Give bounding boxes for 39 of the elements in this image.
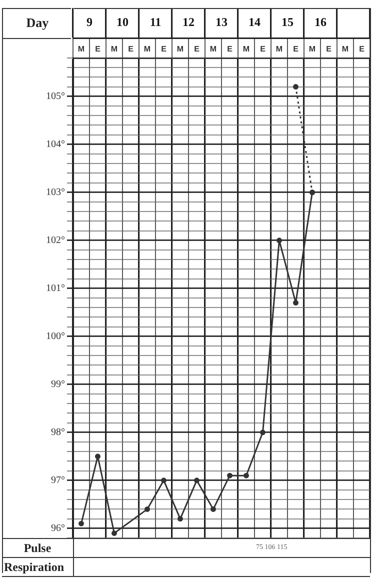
x2-tick-label: 12 [182,14,194,29]
y-tick-label: 97° [51,475,65,486]
x-tick-label: E [95,44,102,54]
x-tick-label: E [227,44,234,54]
x2-tick-label: 13 [216,14,228,29]
y-tick-label: 99° [51,379,65,390]
x2-axis-title: Day [25,15,50,31]
x2-tick-label: 9 [86,14,92,29]
x-tick-label: M [242,44,250,54]
x-tick-label: M [342,44,349,54]
x-tick-label: E [128,44,134,54]
x-tick-label: M [144,44,151,54]
x-tick-label: E [359,44,366,54]
y-tick-label: 103° [46,187,65,198]
x2-tick-label: 16 [314,14,326,29]
x2-tick-label: 14 [248,14,260,29]
x-tick-label: M [276,44,283,54]
x-tick-label: E [260,44,266,54]
x2-tick-label: 10 [116,14,128,29]
text: Respiration [4,560,65,575]
x-tick-label: M [176,44,184,54]
x-tick-label: E [194,44,200,54]
text: Pulse [22,541,52,556]
y-tick-label: 105° [46,91,65,102]
y-tick-label: 102° [46,235,65,246]
y-tick-label: 100° [46,331,65,342]
x2-tick-label: 15 [282,14,294,29]
y-tick-label: 96° [51,523,65,534]
x-tick-label: E [161,44,168,54]
y-tick-label: 101° [46,283,65,294]
x-tick-label: M [210,44,217,54]
x-tick-label: M [78,44,85,54]
x-tick-label: M [110,44,118,54]
y-tick-label: 104° [46,139,65,150]
x-tick-label: M [308,44,316,54]
x2-tick-label: 11 [150,14,162,29]
y-tick-label: 98° [51,427,65,438]
x-tick-label: E [293,44,300,54]
x-tick-label: E [326,44,332,54]
